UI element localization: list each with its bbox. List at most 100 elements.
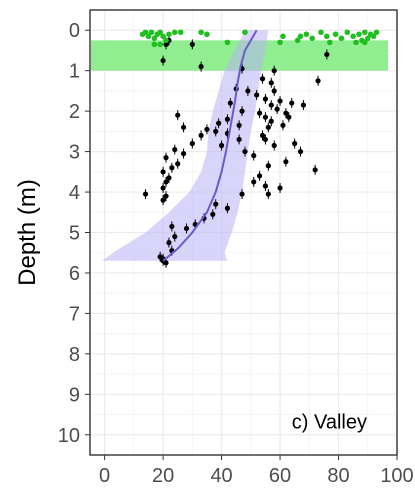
surface-point	[157, 41, 163, 48]
subsurface-point	[175, 161, 181, 167]
subsurface-point	[283, 159, 289, 165]
surface-point	[326, 39, 333, 46]
subsurface-point	[169, 165, 175, 171]
subsurface-point	[239, 191, 245, 197]
subsurface-point	[274, 106, 280, 112]
surface-point	[324, 33, 330, 40]
subsurface-point	[189, 140, 195, 147]
x-tick-label: 40	[210, 465, 232, 487]
subsurface-point	[204, 126, 210, 132]
surface-point	[151, 41, 158, 48]
subsurface-point	[268, 80, 274, 86]
y-tick-label: 10	[58, 425, 80, 447]
y-tick-label: 7	[69, 303, 80, 325]
y-tick-label: 5	[69, 223, 80, 245]
subsurface-point	[198, 132, 204, 139]
surface-point	[370, 33, 377, 40]
subsurface-point	[271, 88, 277, 94]
subsurface-point	[265, 163, 271, 169]
subsurface-point	[256, 110, 263, 116]
subsurface-point	[172, 146, 178, 153]
subsurface-point	[183, 225, 190, 232]
subsurface-point	[227, 100, 233, 106]
subsurface-point	[300, 102, 307, 108]
subsurface-point	[262, 136, 269, 143]
surface-point	[166, 31, 172, 38]
surface-point	[362, 29, 368, 36]
subsurface-point	[163, 260, 169, 266]
subsurface-point	[216, 120, 222, 126]
subsurface-point	[172, 233, 178, 240]
subsurface-point	[218, 142, 225, 149]
surface-point	[224, 39, 231, 46]
subsurface-point	[280, 122, 286, 128]
surface-point	[338, 35, 345, 42]
subsurface-point	[277, 98, 283, 104]
x-tick-label: 0	[99, 465, 110, 487]
surface-point	[344, 29, 351, 36]
surface-point	[364, 35, 371, 42]
surface-point	[163, 37, 169, 44]
subsurface-point	[289, 100, 295, 106]
y-tick-label: 3	[69, 142, 80, 164]
y-tick-label: 0	[69, 20, 80, 42]
y-tick-label: 9	[69, 384, 80, 406]
subsurface-point	[312, 167, 318, 173]
panel-label: c) Valley	[292, 412, 367, 434]
subsurface-point	[142, 191, 149, 197]
subsurface-point	[286, 114, 292, 120]
subsurface-point	[210, 211, 216, 217]
subsurface-point	[236, 122, 242, 128]
subsurface-point	[268, 118, 274, 124]
subsurface-point	[160, 197, 166, 203]
x-tick-label: 100	[380, 465, 413, 487]
surface-point	[157, 29, 163, 36]
subsurface-point	[259, 76, 266, 82]
subsurface-point	[262, 96, 269, 102]
y-axis: 0 1 2 3 4 5 6 7 8 9 10	[58, 20, 90, 447]
subsurface-point	[262, 183, 269, 189]
subsurface-point	[160, 57, 166, 64]
subsurface-point	[180, 151, 187, 157]
subsurface-point	[251, 153, 257, 159]
trend-line	[162, 29, 258, 262]
subsurface-point	[166, 240, 172, 246]
x-tick-label: 80	[327, 465, 349, 487]
subsurface-point	[245, 88, 251, 94]
subsurface-point	[163, 155, 169, 161]
subsurface-point	[254, 92, 260, 98]
surface-point	[280, 33, 286, 40]
surface-point	[177, 29, 184, 36]
surface-point	[242, 29, 248, 36]
subsurface-point	[163, 41, 169, 47]
subsurface-point	[297, 148, 304, 155]
subsurface-point	[198, 64, 204, 70]
subsurface-point	[224, 205, 231, 211]
surface-point	[350, 33, 356, 40]
surface-point	[356, 31, 362, 38]
x-tick-label: 20	[152, 465, 174, 487]
subsurface-point	[315, 78, 321, 84]
subsurface-point	[271, 142, 277, 149]
subsurface-point	[283, 110, 289, 116]
surface-point	[151, 35, 158, 42]
surface-point	[303, 31, 310, 38]
subsurface-point	[160, 185, 166, 191]
surface-point	[198, 29, 204, 36]
surface-point	[309, 35, 316, 42]
subsurface-point	[175, 112, 181, 118]
subsurface-point	[163, 193, 169, 199]
subsurface-point	[277, 185, 283, 191]
subsurface-point	[239, 108, 245, 114]
surface-point	[362, 39, 368, 46]
subsurface-point	[166, 175, 172, 181]
subsurface-point	[169, 223, 175, 230]
surface-point	[294, 37, 301, 44]
surface-point	[332, 31, 339, 38]
subsurface-points	[142, 35, 330, 268]
subsurface-point	[292, 140, 298, 147]
subsurface-point	[224, 116, 231, 122]
subsurface-point	[180, 124, 187, 130]
subsurface-point	[324, 51, 330, 58]
subsurface-point	[189, 41, 195, 47]
